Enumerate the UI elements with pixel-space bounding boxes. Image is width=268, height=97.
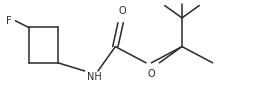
Text: NH: NH <box>87 72 102 82</box>
Text: O: O <box>147 69 155 79</box>
Text: F: F <box>6 16 11 26</box>
Text: O: O <box>118 6 126 16</box>
